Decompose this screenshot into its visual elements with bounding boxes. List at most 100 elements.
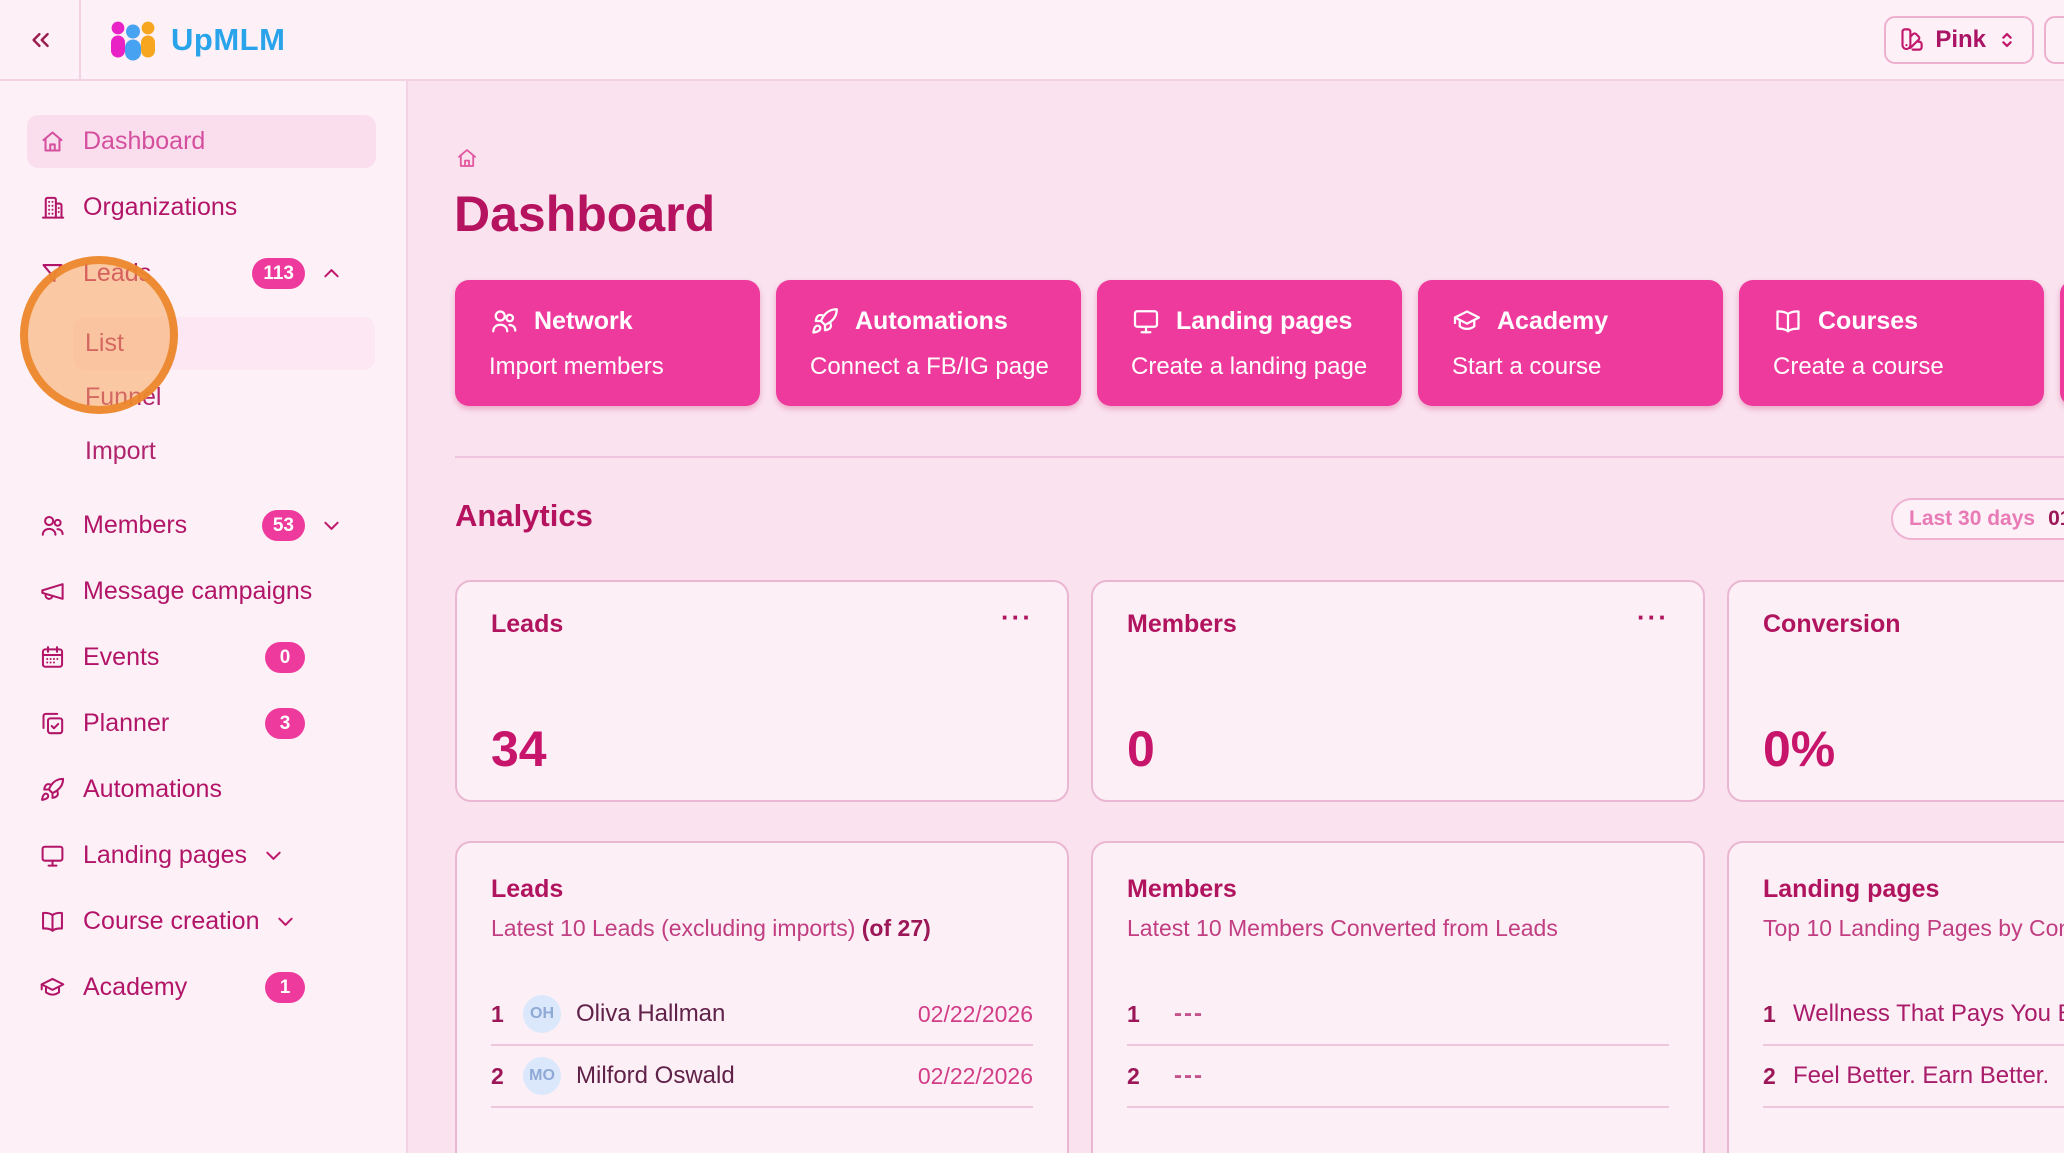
action-subtitle: Create a course (1773, 353, 1944, 380)
date-range-value: 01/2 (2048, 507, 2064, 530)
landing-pages-list-card: Landing pages Top 10 Landing Pages by Con… (1727, 841, 2064, 1153)
quick-actions-row: Network Import members Automations Connect … (455, 280, 2064, 406)
sidebar-item-label: Planner (83, 709, 170, 737)
date-range-picker[interactable]: Last 30 days 01/2 (1891, 498, 2064, 540)
stat-card-leads: Leads ··· 34 (455, 580, 1069, 802)
list-card-title: Landing pages (1763, 875, 1940, 903)
theme-select-button[interactable]: Pink (1884, 15, 2034, 64)
sidebar-item-label: Dashboard (83, 127, 206, 155)
row-date: 02/22/2026 (917, 1062, 1033, 1089)
sidebar-subgroup-leads: List Funnel Import (0, 317, 406, 478)
stat-card-title: Leads (491, 610, 564, 638)
list-item[interactable]: 2 --- (1127, 1046, 1669, 1108)
quick-action-landing-pages[interactable]: Landing pages Create a landing page (1097, 280, 1402, 406)
topbar-partial-button[interactable] (2044, 15, 2064, 64)
action-title-row: Automations (810, 306, 1081, 336)
sidebar-item-label: Message campaigns (83, 577, 313, 605)
list-rows: 1 Wellness That Pays You Back 2 Feel Better… (1763, 984, 2064, 1108)
brand[interactable]: UpMLM (107, 19, 285, 61)
theme-select-label: Pink (1935, 25, 1986, 53)
page-title: Dashboard (454, 186, 716, 242)
list-card-subtitle: Latest 10 Leads (excluding imports) (of … (491, 915, 931, 941)
sidebar-subitem-label: List (85, 329, 124, 357)
sidebar-subitem-leads-list[interactable]: List (73, 317, 375, 370)
brand-name: UpMLM (171, 21, 286, 57)
quick-action-academy[interactable]: Academy Start a course (1418, 280, 1723, 406)
list-item[interactable]: 2 MO Milford Oswald 02/22/2026 (491, 1046, 1033, 1108)
stat-card-header: Members ··· (1127, 602, 1669, 639)
stat-card-header: Leads ··· (491, 602, 1033, 639)
sidebar-subitem-leads-funnel[interactable]: Funnel (73, 371, 375, 424)
list-card-title: Members (1127, 875, 1237, 903)
list-card-title: Leads (491, 875, 564, 903)
sidebar-item-members[interactable]: Members 53 (27, 499, 376, 552)
action-title-row: Courses (1773, 306, 2044, 336)
swatch-book-icon (1898, 26, 1925, 53)
sidebar-item-course-creation[interactable]: Course creation (27, 895, 376, 948)
chevron-down-icon[interactable] (260, 842, 287, 869)
sidebar-item-label: Members (83, 511, 188, 539)
sidebar-item-dashboard[interactable]: Dashboard (27, 115, 376, 168)
sidebar: Dashboard Organizations Leads 113 List Funnel… (0, 81, 408, 1153)
sidebar-item-landing-pages[interactable]: Landing pages (27, 829, 376, 882)
action-subtitle: Connect a FB/IG page (810, 353, 1049, 380)
action-subtitle: Import members (489, 353, 664, 380)
list-item[interactable]: 2 Feel Better. Earn Better. (1763, 1046, 2064, 1108)
sidebar-item-label: Landing pages (83, 841, 248, 869)
row-name: --- (1174, 1062, 1204, 1089)
chevron-down-icon[interactable] (318, 512, 345, 539)
book-open-icon (39, 908, 66, 935)
card-menu-button[interactable]: ··· (1637, 602, 1669, 632)
analytics-header-row: Analytics Last 30 days 01/2 (455, 498, 2064, 544)
graduation-cap-icon (1452, 306, 1482, 336)
clipboard-check-icon (39, 710, 66, 737)
breadcrumb-home-icon[interactable] (455, 146, 479, 170)
members-list-card: Members Latest 10 Members Converted from … (1091, 841, 1705, 1153)
row-index: 1 (1763, 1000, 1776, 1027)
analytics-heading: Analytics (455, 498, 593, 533)
sidebar-collapse-button[interactable] (0, 0, 81, 79)
calendar-icon (39, 644, 66, 671)
rocket-icon (810, 306, 840, 336)
row-index: 1 (1127, 1000, 1140, 1027)
action-subtitle: Start a course (1452, 353, 1602, 380)
card-menu-button[interactable]: ··· (1001, 602, 1033, 632)
app-shell: Dashboard Organizations Leads 113 List Funnel… (0, 81, 2064, 1153)
action-title-row: Landing pages (1131, 306, 1402, 336)
list-item[interactable]: 1 OH Oliva Hallman 02/22/2026 (491, 984, 1033, 1046)
stat-card-value: 0 (1127, 721, 1155, 777)
list-cards-row: Leads Latest 10 Leads (excluding imports)… (455, 841, 2064, 1153)
date-range-preset: Last 30 days (1909, 507, 2036, 530)
list-item[interactable]: 1 Wellness That Pays You Back (1763, 984, 2064, 1046)
leads-list-card: Leads Latest 10 Leads (excluding imports)… (455, 841, 1069, 1153)
avatar: MO (523, 1057, 561, 1095)
stat-card-title: Conversion (1763, 610, 1901, 638)
list-item[interactable]: 1 --- (1127, 984, 1669, 1046)
sidebar-item-label: Course creation (83, 907, 260, 935)
sidebar-item-events[interactable]: Events 0 (27, 631, 376, 684)
up-down-icon (1996, 29, 2018, 51)
action-title: Courses (1818, 306, 1919, 335)
quick-action-automations[interactable]: Automations Connect a FB/IG page (776, 280, 1081, 406)
count-badge: 53 (261, 510, 305, 541)
sidebar-item-message-campaigns[interactable]: Message campaigns (27, 565, 376, 618)
row-index: 2 (1127, 1062, 1140, 1089)
chevron-up-icon[interactable] (318, 260, 345, 287)
quick-action-courses[interactable]: Courses Create a course (1739, 280, 2044, 406)
quick-action-network[interactable]: Network Import members (455, 280, 760, 406)
sidebar-item-leads[interactable]: Leads 113 (27, 247, 376, 300)
sidebar-nav: Dashboard Organizations Leads 113 List Funnel… (0, 115, 406, 1014)
funnel-icon (39, 260, 66, 287)
list-card-subtitle: Top 10 Landing Pages by Convers (1763, 915, 2064, 941)
sidebar-item-automations[interactable]: Automations (27, 763, 376, 816)
sidebar-subitem-label: Funnel (85, 383, 162, 411)
sidebar-item-label: Organizations (83, 193, 238, 221)
count-badge: 0 (265, 642, 305, 673)
sidebar-subitem-leads-import[interactable]: Import (73, 425, 375, 478)
sidebar-item-academy[interactable]: Academy 1 (27, 961, 376, 1014)
sidebar-item-organizations[interactable]: Organizations (27, 181, 376, 234)
chevron-down-icon[interactable] (272, 908, 299, 935)
sidebar-item-planner[interactable]: Planner 3 (27, 697, 376, 750)
quick-action-partial[interactable]: C (2060, 280, 2064, 406)
stat-card-title: Members (1127, 610, 1237, 638)
